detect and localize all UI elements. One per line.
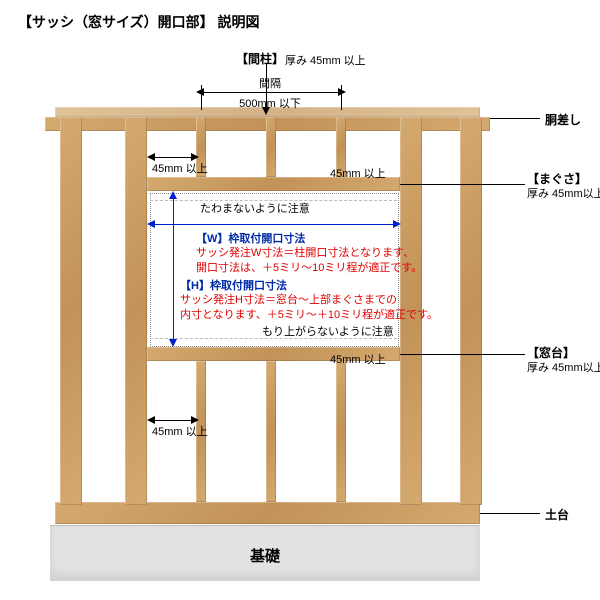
dim45-bottom-right: 45mm 以上 <box>330 351 386 367</box>
dim45a-text: 45mm 以上 <box>152 160 208 176</box>
page-title: 【サッシ（窓サイズ）開口部】 説明図 <box>18 12 259 32</box>
diagram-stage: 【サッシ（窓サイズ）開口部】 説明図 基礎 土台 胴差し 【まぐさ】 厚み 45… <box>0 0 600 600</box>
madodai-note: 厚み 45mm以上 <box>527 359 600 375</box>
warn-bottom: もり上がらないように注意 <box>262 323 394 339</box>
leader-madodai <box>400 354 525 355</box>
h-note1: サッシ発注H寸法＝窓台～上部まぐさまでの <box>180 294 397 306</box>
w-arrow-l <box>147 220 155 228</box>
leader-dosashi <box>490 118 540 119</box>
h-block: 【H】枠取付開口寸法 サッシ発注H寸法＝窓台～上部まぐさまでの 内寸となります、… <box>180 279 438 322</box>
spacing-val: 500mm 以下 <box>200 95 340 111</box>
spacing-dimline <box>202 92 340 93</box>
mabashira-text: 【間柱】 <box>236 52 284 66</box>
mabashira-label: 【間柱】 <box>236 50 284 67</box>
post-left-inner <box>125 117 147 505</box>
dim45b-text: 45mm 以上 <box>152 423 208 439</box>
spacing-label: 間隔 <box>200 75 340 91</box>
mabashira-note: 厚み 45mm 以上 <box>285 52 366 68</box>
w-dim-line <box>151 224 397 225</box>
magusa-note: 厚み 45mm以上 <box>527 185 600 201</box>
dim45-top-right: 45mm 以上 <box>330 165 386 181</box>
dim45b-line <box>150 420 194 421</box>
foundation-label: 基礎 <box>50 545 480 566</box>
warn-top: たわまないように注意 <box>200 200 310 216</box>
w-arrow-r <box>393 220 401 228</box>
h-label: 【H】枠取付開口寸法 <box>180 280 287 292</box>
w-label: 【W】枠取付開口寸法 <box>196 233 305 245</box>
stud-lower-2 <box>266 361 276 502</box>
dosashi-label: 胴差し <box>545 111 581 128</box>
stud-lower-3 <box>336 361 346 502</box>
h-arrow-d <box>169 339 177 347</box>
h-note2: 内寸となります、＋5ミリ～＋10ミリ程が適正です。 <box>180 309 438 321</box>
h-arrow-u <box>169 191 177 199</box>
h-dim-line <box>173 193 174 345</box>
stud-upper-2 <box>266 117 276 177</box>
post-left-outer <box>60 117 82 505</box>
leader-magusa <box>400 184 525 185</box>
dim45a-line <box>150 157 194 158</box>
w-note1: サッシ発注W寸法＝柱開口寸法となります、 <box>196 247 414 259</box>
w-note2: 開口寸法は、＋5ミリ～10ミリ程が適正です。 <box>196 262 422 274</box>
dodai-label: 土台 <box>545 506 569 523</box>
w-block: 【W】枠取付開口寸法 サッシ発注W寸法＝柱開口寸法となります、 開口寸法は、＋5… <box>196 232 422 275</box>
leader-dodai <box>480 513 540 514</box>
post-right-outer <box>460 117 482 505</box>
sill-dodai <box>55 502 480 524</box>
spacing-tick-r <box>341 85 342 110</box>
